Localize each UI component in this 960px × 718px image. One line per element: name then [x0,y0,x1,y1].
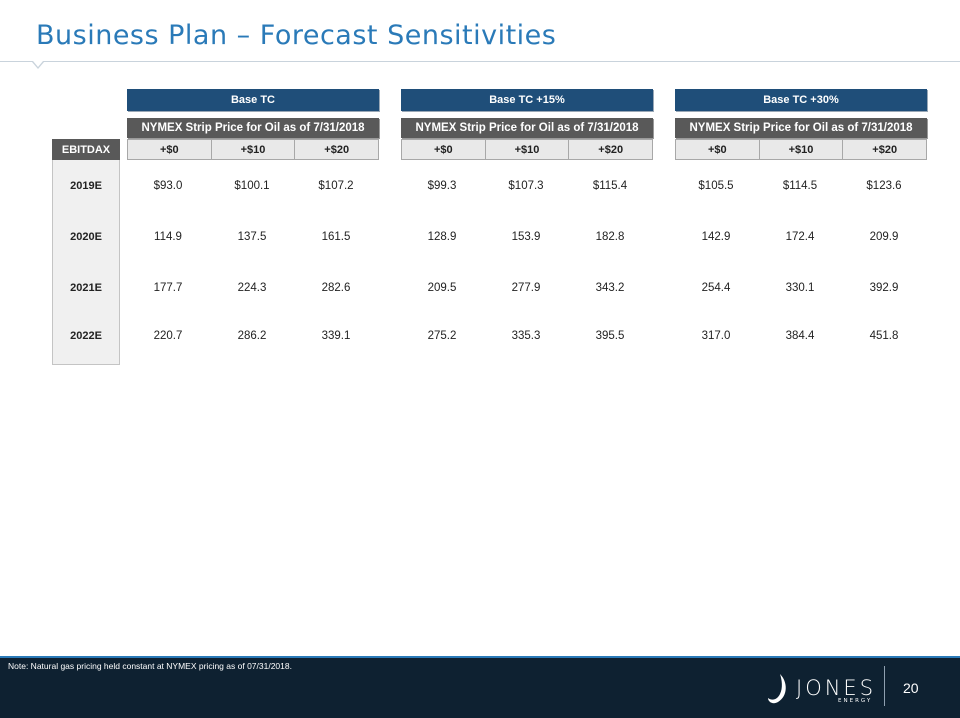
table-cell: 177.7 [153,282,183,294]
jones-energy-logo-icon [768,674,786,704]
table-cell: 114.9 [154,231,182,243]
table-cell: $93.0 [153,180,183,192]
table-cell: 451.8 [869,330,899,342]
table-cell: 137.5 [237,231,267,243]
table-cell: $107.3 [508,180,544,192]
table-cell: 384.4 [785,330,815,342]
row-label-2021e: 2021E [70,282,102,294]
group-header-base-tc-15: Base TC +15% [401,89,653,111]
title-notch [32,61,44,69]
table-cell: 224.3 [237,282,267,294]
price-header: +$20 [324,143,350,156]
row-label-2019e: 2019E [70,180,102,192]
table-cell: $114.5 [782,180,818,192]
price-header: +$20 [872,143,898,156]
price-header: +$10 [760,140,844,159]
table-cell: $115.4 [592,180,628,192]
footer-bar [0,656,960,718]
table-cell: 317.0 [701,330,731,342]
price-header: +$0 [128,140,212,159]
row-label-2022e: 2022E [70,330,102,342]
price-header: +$0 [676,140,760,159]
table-cell: 395.5 [595,330,625,342]
price-row-base-tc-15: +$0 +$10 +$20 [401,139,653,160]
price-header: +$0 [402,140,486,159]
group-subheader-base-tc-30: NYMEX Strip Price for Oil as of 7/31/201… [675,118,927,138]
table-cell: 128.9 [427,231,457,243]
table-cell: 330.1 [785,282,815,294]
table-cell: $99.3 [427,180,457,192]
table-cell: 161.5 [321,231,351,243]
footer-accent-line [0,656,960,658]
table-cell: 220.7 [153,330,183,342]
table-cell: $107.2 [318,180,354,192]
price-row-base-tc-30: +$0 +$10 +$20 [675,139,927,160]
table-cell: 282.6 [321,282,351,294]
price-header: +$10 [486,140,570,159]
group-header-base-tc-30: Base TC +30% [675,89,927,111]
table-cell: 343.2 [595,282,625,294]
table-cell: 286.2 [237,330,267,342]
ebitdax-header: EBITDAX [52,139,120,160]
table-cell: $123.6 [866,180,902,192]
table-cell: 335.3 [511,330,541,342]
table-cell: $100.1 [234,180,270,192]
table-cell: 142.9 [701,231,731,243]
logo-wordmark: JONES [796,676,877,700]
table-cell: 209.9 [869,231,899,243]
page-title: Business Plan – Forecast Sensitivities [36,20,557,51]
group-subheader-base-tc-15: NYMEX Strip Price for Oil as of 7/31/201… [401,118,653,138]
logo-subtext: ENERGY [838,698,873,704]
title-divider [0,61,960,62]
price-header: +$10 [212,140,296,159]
table-cell: 209.5 [427,282,457,294]
row-label-column [52,160,120,365]
price-header: +$20 [598,143,624,156]
table-cell: 339.1 [321,330,351,342]
table-cell: 392.9 [869,282,899,294]
price-row-base-tc: +$0 +$10 +$20 [127,139,379,160]
page-number: 20 [903,680,919,696]
table-cell: 153.9 [511,231,541,243]
footer-divider [884,666,885,706]
table-cell: 172.4 [785,231,815,243]
footer-note: Note: Natural gas pricing held constant … [8,661,292,671]
group-header-base-tc: Base TC [127,89,379,111]
row-label-2020e: 2020E [70,231,102,243]
table-cell: 277.9 [511,282,541,294]
group-subheader-base-tc: NYMEX Strip Price for Oil as of 7/31/201… [127,118,379,138]
table-cell: 182.8 [595,231,625,243]
table-cell: $105.5 [698,180,734,192]
table-cell: 254.4 [701,282,731,294]
table-cell: 275.2 [427,330,457,342]
